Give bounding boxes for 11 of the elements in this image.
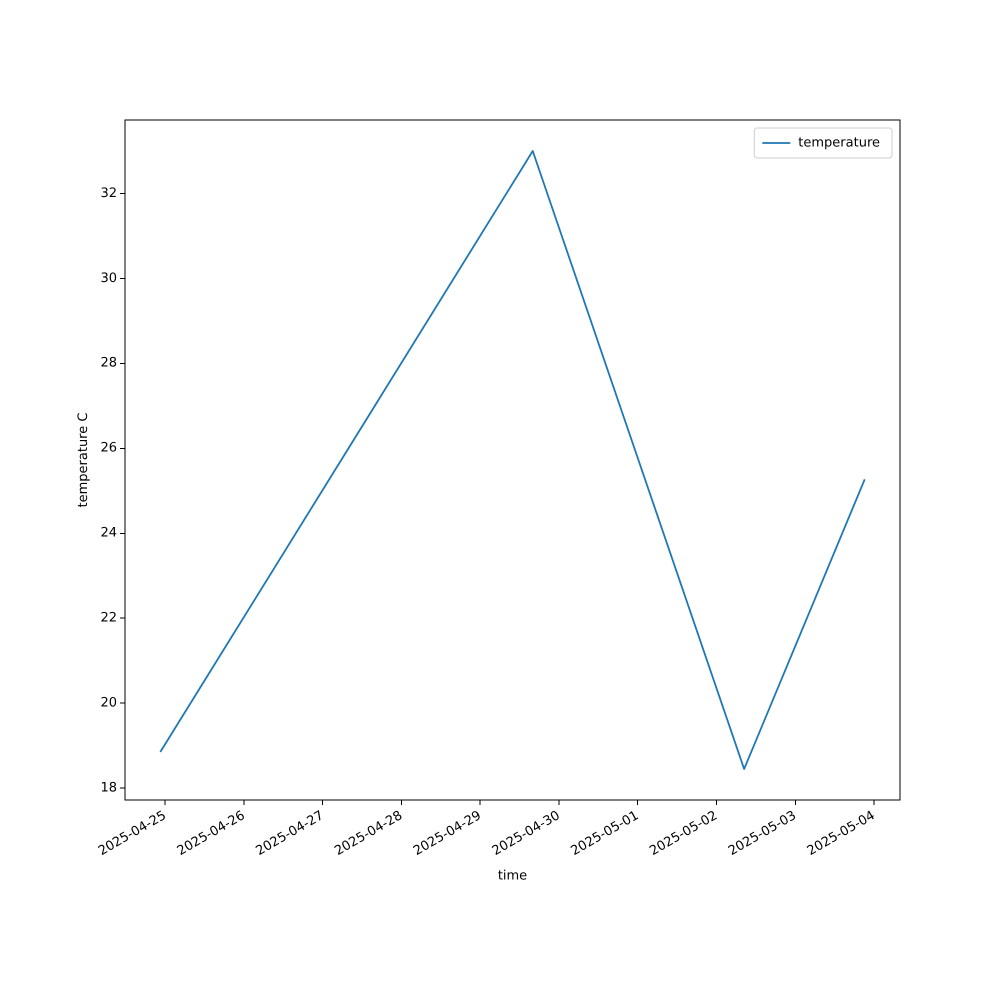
y-tick-label: 22	[100, 610, 117, 626]
y-tick-label: 32	[100, 186, 117, 201]
y-tick-label: 18	[100, 780, 117, 796]
y-tick-label: 20	[100, 696, 117, 711]
y-tick-label: 30	[100, 270, 117, 286]
x-axis-title: time	[498, 868, 528, 884]
y-tick-label: 28	[100, 356, 117, 371]
legend-label: temperature	[798, 135, 880, 150]
y-axis-title: temperature C	[76, 412, 92, 508]
y-tick-label: 26	[100, 440, 117, 456]
y-tick-label: 24	[100, 526, 117, 541]
